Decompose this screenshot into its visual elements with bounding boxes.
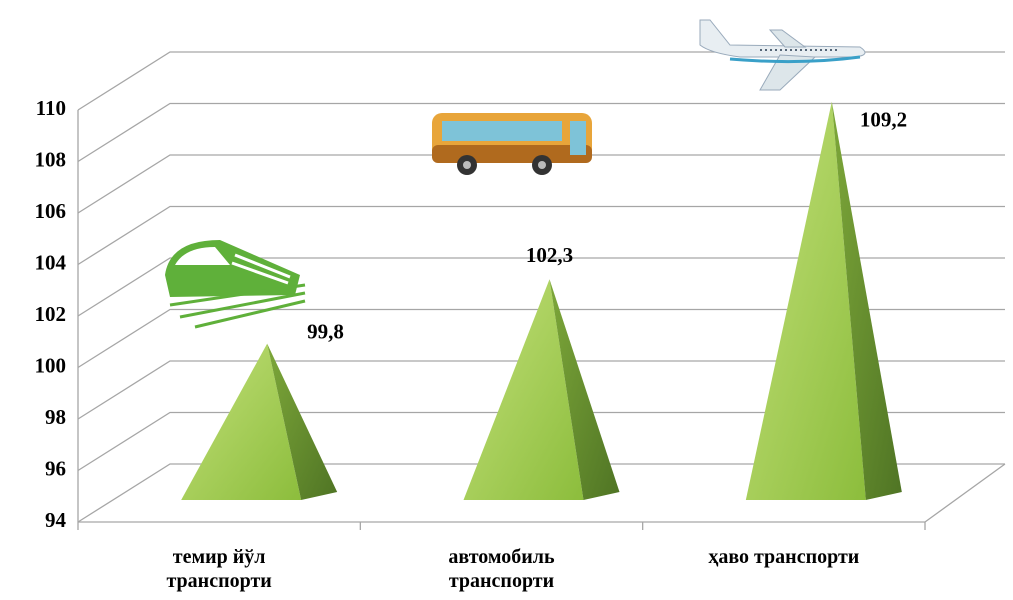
pyramid-side — [267, 343, 338, 500]
grid-line — [77, 205, 1005, 266]
grid-line — [77, 154, 1005, 214]
grid-line — [77, 257, 1005, 317]
grid-line — [77, 308, 1005, 369]
grid-line — [77, 51, 1005, 111]
y-tick-label: 104 — [35, 250, 67, 274]
pyramid-front — [745, 101, 866, 500]
grid-line — [77, 411, 1005, 472]
y-tick-label: 106 — [35, 199, 67, 223]
grid-line — [77, 463, 1005, 523]
y-tick-label: 110 — [36, 96, 66, 120]
train-icon — [165, 240, 306, 329]
pyramid-front — [181, 343, 302, 500]
pyramid-side — [549, 279, 620, 500]
y-tick-label: 100 — [35, 353, 67, 377]
y-tick-label: 102 — [35, 302, 67, 326]
x-tick-label: темир йўл транспорти — [166, 546, 272, 592]
y-tick-label: 94 — [45, 508, 67, 532]
value-label: 109,2 — [860, 107, 907, 131]
value-label: 102,3 — [526, 243, 573, 267]
bus-icon — [432, 113, 592, 175]
pyramid — [463, 279, 620, 500]
pyramid — [745, 101, 902, 500]
pyramid — [181, 343, 338, 500]
y-tick-label: 108 — [35, 147, 67, 171]
pyramid-side — [831, 101, 902, 500]
y-tick-label: 98 — [45, 405, 66, 429]
grid-line — [77, 102, 1005, 163]
x-tick-label: автомобиль транспорти — [448, 546, 555, 592]
plane-icon — [699, 19, 866, 91]
pyramid-front — [463, 279, 584, 500]
x-tick-label: ҳаво транспорти — [708, 546, 860, 568]
grid-line — [77, 360, 1005, 420]
y-tick-label: 96 — [45, 456, 66, 480]
value-label: 99,8 — [307, 319, 344, 343]
